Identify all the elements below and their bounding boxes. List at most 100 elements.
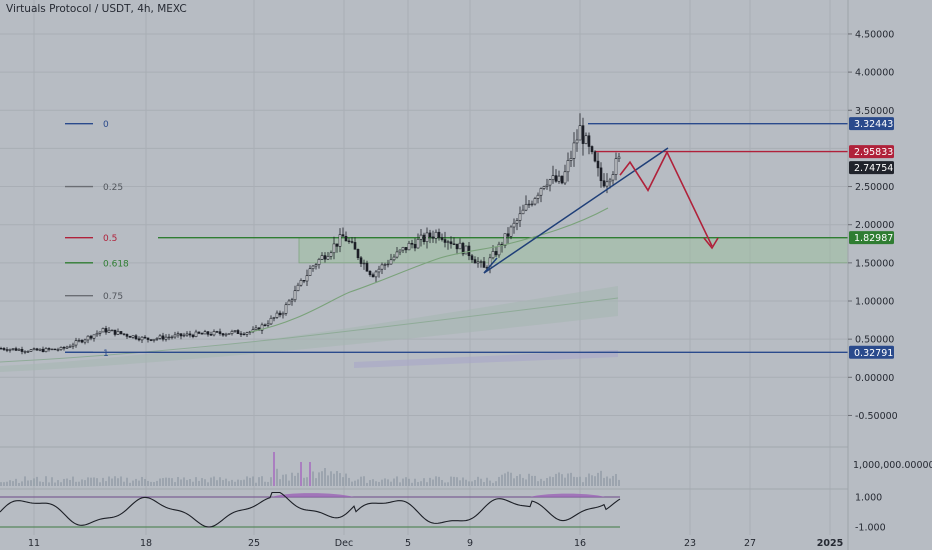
candle <box>482 257 486 268</box>
candle-body <box>143 336 147 339</box>
candle-body <box>236 330 240 334</box>
candle <box>350 237 354 244</box>
volume-bar <box>336 471 338 486</box>
candle <box>614 152 618 181</box>
candle-body <box>518 213 522 221</box>
time-axis-label-3: Dec <box>335 538 353 549</box>
candle <box>170 335 174 340</box>
volume-bar <box>321 471 323 486</box>
volume-bar <box>207 482 209 486</box>
candle <box>365 260 369 272</box>
volume-bar <box>120 476 122 486</box>
candle <box>332 236 336 260</box>
candle <box>407 240 411 251</box>
volume-bar <box>201 478 203 486</box>
osc-overbought-fill-1 <box>272 493 354 497</box>
candle-body <box>455 243 459 250</box>
candle <box>452 237 456 245</box>
volume-axis-label: 1,000,000.00000 <box>853 460 932 471</box>
candle-body <box>59 347 63 350</box>
time-axis-label-8: 27 <box>744 538 756 549</box>
volume-bar <box>309 462 311 486</box>
candle-body <box>62 347 66 349</box>
volume-bar <box>438 476 440 486</box>
volume-bar <box>195 477 197 486</box>
volume-bar <box>597 472 599 486</box>
volume-bar <box>501 474 503 486</box>
candle <box>443 231 447 248</box>
candle-body <box>389 259 393 265</box>
volume-bar <box>513 478 515 486</box>
candle <box>2 347 6 352</box>
candle-body <box>539 188 543 196</box>
candle <box>245 331 249 337</box>
candle <box>284 302 288 316</box>
volume-bar <box>81 479 83 486</box>
ma-band-purple <box>354 350 618 368</box>
candle <box>428 229 432 244</box>
volume-bar <box>204 479 206 486</box>
candle <box>146 337 150 343</box>
candle <box>215 330 219 333</box>
volume-bar <box>387 479 389 486</box>
fib-label-4: 0.75 <box>103 292 123 302</box>
volume-bar <box>405 477 407 486</box>
candle <box>470 253 474 263</box>
volume-bar <box>48 482 50 486</box>
candle-body <box>425 232 429 242</box>
price-axis-label-1: 4.00000 <box>855 68 894 79</box>
candle <box>458 238 462 250</box>
volume-bar <box>534 475 536 486</box>
volume-bar <box>498 476 500 486</box>
volume-bar <box>381 479 383 486</box>
volume-bar <box>210 477 212 486</box>
candle-body <box>122 333 126 335</box>
volume-bar <box>582 482 584 486</box>
candle-body <box>398 249 402 253</box>
price-axis-label-7: 0.50000 <box>855 335 894 346</box>
candle <box>395 247 399 259</box>
volume-bar <box>327 475 329 486</box>
candle-body <box>446 241 450 243</box>
candle-body <box>269 317 273 325</box>
volume-bar <box>366 482 368 486</box>
volume-bar <box>57 480 59 486</box>
candle <box>125 333 129 340</box>
volume-bar <box>375 481 377 486</box>
volume-bar <box>456 477 458 486</box>
volume-bar <box>441 479 443 486</box>
candle-body <box>611 174 615 181</box>
candle-body <box>599 167 603 182</box>
volume-bar <box>165 477 167 486</box>
symbol-header[interactable]: Virtuals Protocol / USDT, 4h, MEXC <box>6 3 187 15</box>
candle-body <box>86 335 90 341</box>
candle <box>308 265 312 276</box>
volume-bar <box>18 482 20 486</box>
candle-body <box>116 331 120 335</box>
candle-body <box>167 336 171 339</box>
time-axis-label-9: 2025 <box>817 538 843 549</box>
volume-bar <box>468 481 470 486</box>
candle <box>5 347 9 353</box>
volume-bar <box>60 482 62 486</box>
candle <box>281 311 285 319</box>
volume-bar <box>429 477 431 486</box>
volume-bar <box>333 473 335 486</box>
candle-body <box>482 261 486 268</box>
time-axis-label-0: 11 <box>28 538 40 549</box>
candle-body <box>83 339 87 343</box>
candle <box>359 255 363 267</box>
volume-bar <box>225 478 227 486</box>
volume-bar <box>132 480 134 486</box>
volume-bar <box>279 479 281 486</box>
candle <box>164 334 168 342</box>
candle-body <box>593 151 597 162</box>
volume-bar <box>237 479 239 486</box>
volume-bar <box>234 481 236 486</box>
candle-body <box>395 251 399 258</box>
volume-bar <box>570 472 572 486</box>
candle-body <box>221 333 225 336</box>
price-axis-label-4: 2.00000 <box>855 220 894 231</box>
